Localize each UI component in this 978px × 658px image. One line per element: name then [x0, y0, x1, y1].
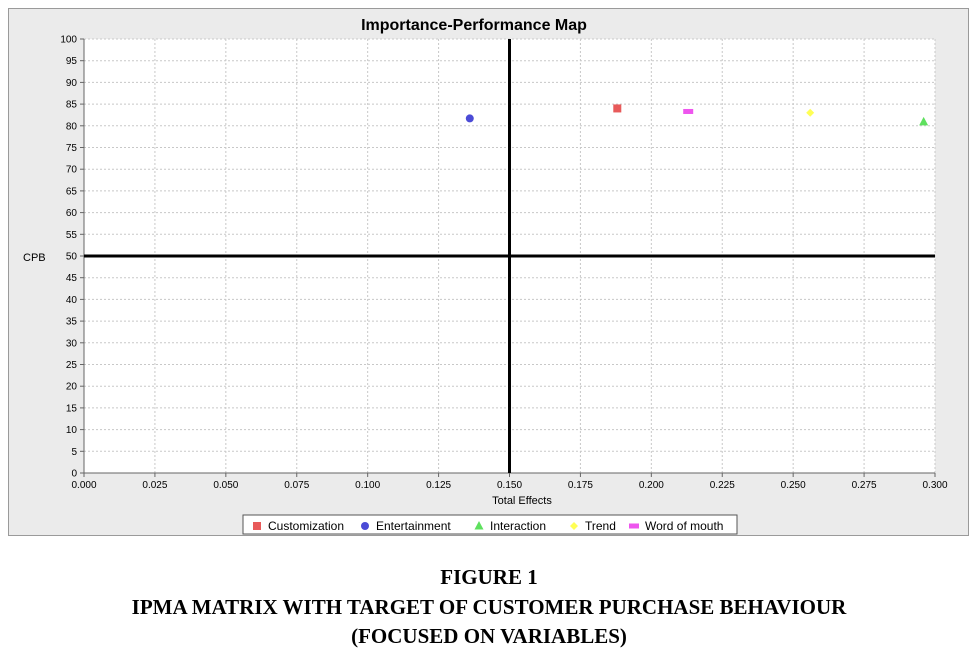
y-tick-label: 30: [66, 338, 78, 349]
y-tick-label: 75: [66, 143, 78, 154]
legend-label-entertainment: Entertainment: [376, 519, 451, 533]
legend-label-trend: Trend: [585, 519, 616, 533]
x-tick-label: 0.250: [781, 480, 806, 491]
point-trend: [806, 108, 815, 117]
legend-marker-customization: [253, 522, 261, 530]
reference-lines: [84, 39, 935, 473]
y-tick-label: 80: [66, 121, 78, 132]
figure-caption-title: IPMA MATRIX WITH TARGET OF CUSTOMER PURC…: [131, 595, 847, 619]
legend-label-customization: Customization: [268, 519, 344, 533]
tick-labels: 0.000 0.025 0.050 0.075 0.100 0.125 0.150 0.175…: [60, 35, 948, 492]
y-tick-label: 55: [66, 230, 78, 241]
y-tick-label: 85: [66, 100, 78, 111]
y-tick-label: 60: [66, 208, 78, 219]
y-tick-label: 40: [66, 295, 78, 306]
y-tick-label: 20: [66, 382, 78, 393]
legend-label-word-of-mouth: Word of mouth: [645, 519, 723, 533]
x-tick-label: 0.000: [71, 480, 96, 491]
legend-marker-entertainment: [361, 522, 369, 530]
y-tick-label: 95: [66, 56, 78, 67]
point-word-of-mouth: [683, 108, 694, 114]
x-tick-label: 0.075: [284, 480, 309, 491]
x-tick-label: 0.025: [142, 480, 167, 491]
legend: Customization Entertainment Interaction Tre…: [242, 514, 738, 535]
legend-label-interaction: Interaction: [490, 519, 546, 533]
x-tick-label: 0.050: [213, 480, 238, 491]
point-entertainment: [465, 114, 474, 123]
y-tick-label: 45: [66, 273, 78, 284]
legend-marker-trend: [570, 522, 578, 530]
y-axis-title: CPB: [23, 252, 46, 264]
y-tick-label: 90: [66, 78, 78, 89]
y-tick-label: 10: [66, 425, 78, 436]
y-tick-label: 0: [71, 469, 77, 480]
legend-marker-interaction: [474, 521, 484, 530]
point-interaction: [919, 116, 929, 126]
x-tick-label: 0.200: [639, 480, 664, 491]
x-axis-title: Total Effects: [492, 495, 552, 507]
point-customization: [613, 104, 622, 113]
x-tick-label: 0.100: [355, 480, 380, 491]
data-points: [465, 104, 929, 126]
x-tick-label: 0.150: [497, 480, 522, 491]
legend-marker-word-of-mouth: [629, 523, 639, 529]
y-tick-label: 15: [66, 403, 78, 414]
figure-number: FIGURE 1: [440, 565, 538, 589]
legend-items: Customization Entertainment Interaction Tre…: [253, 519, 723, 533]
y-tick-label: 65: [66, 186, 78, 197]
x-tick-label: 0.300: [922, 480, 947, 491]
x-tick-label: 0.275: [852, 480, 877, 491]
ipma-scatter-chart: Importance-Performance Map 0.000 0.025 0.0…: [23, 17, 948, 535]
y-tick-label: 100: [60, 35, 77, 46]
y-tick-label: 25: [66, 360, 78, 371]
x-tick-label: 0.225: [710, 480, 735, 491]
y-tick-label: 50: [66, 252, 78, 263]
y-tick-label: 5: [71, 447, 77, 458]
y-tick-label: 70: [66, 165, 78, 176]
x-tick-label: 0.125: [426, 480, 451, 491]
y-tick-label: 35: [66, 317, 78, 328]
x-tick-label: 0.175: [568, 480, 593, 491]
chart-title: Importance-Performance Map: [361, 17, 587, 34]
chart-frame: Importance-Performance Map 0.000 0.025 0.0…: [8, 8, 969, 536]
figure-caption-subtitle: (FOCUSED ON VARIABLES): [351, 624, 627, 648]
